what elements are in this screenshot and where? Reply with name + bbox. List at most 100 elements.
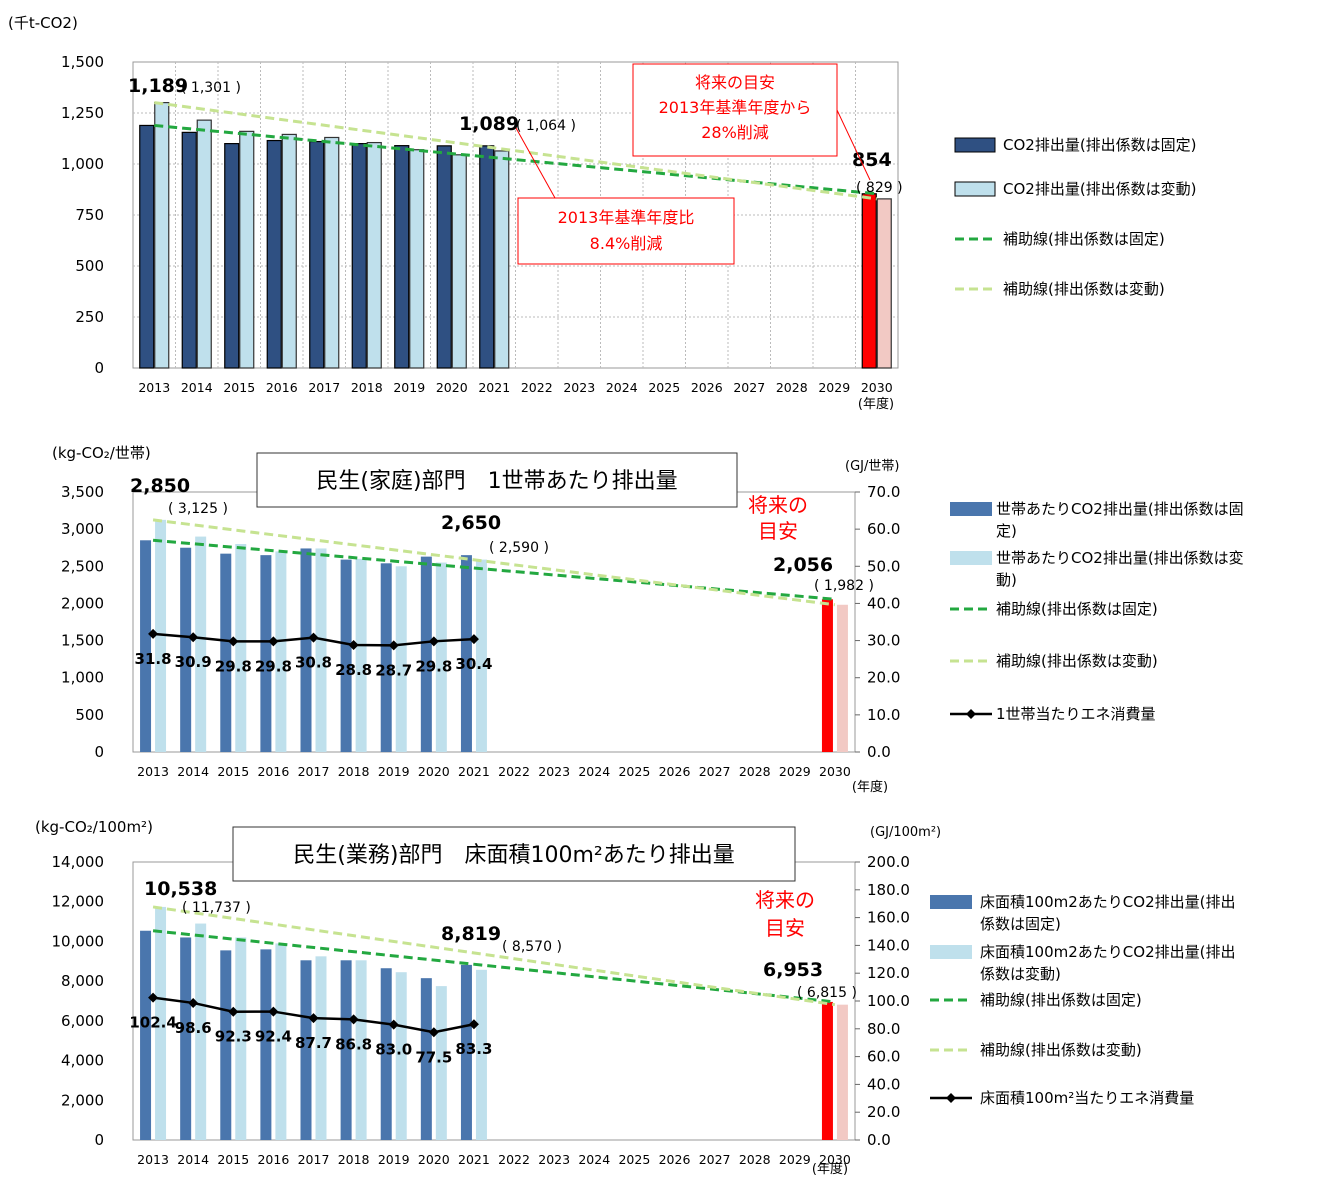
energy-marker (388, 1019, 399, 1030)
legend-label: 係数は変動) (980, 965, 1061, 983)
x-tick-label: 2016 (257, 1152, 289, 1167)
y2-tick-label: 100.0 (867, 992, 910, 1010)
y-tick-label: 3,000 (61, 520, 104, 538)
energy-marker (188, 632, 199, 643)
legend-swatch-bar (930, 895, 972, 909)
bar-2018-fixed (340, 960, 352, 1140)
trend-line-fixed (152, 538, 836, 601)
legend-swatch-bar (930, 945, 972, 959)
callout-reduction-pointer (515, 127, 556, 199)
y2-tick-label: 140.0 (867, 936, 910, 954)
y-tick-label: 1,250 (61, 104, 104, 122)
legend-label: 世帯あたりCO2排出量(排出係数は固 (996, 500, 1244, 518)
y-tick-label: 4,000 (61, 1052, 104, 1070)
x-tick-label: 2017 (298, 1152, 330, 1167)
bar-2021-variable (475, 969, 487, 1140)
callout-target-text: 2013年基準年度から (659, 98, 812, 117)
legend-label: 床面積100m2あたりCO2排出量(排出 (980, 893, 1235, 911)
legend-swatch-bar (950, 502, 992, 516)
bar-2018-variable (355, 960, 367, 1140)
y-tick-label: 1,000 (61, 669, 104, 687)
trend-line-fixed (152, 929, 836, 1004)
x-tick-label: 2017 (308, 380, 340, 395)
bar-2018-variable (355, 558, 367, 752)
legend-label: 補助線(排出係数は変動) (980, 1041, 1142, 1059)
bar-2016-variable (281, 133, 297, 369)
x-tick-label: 2023 (563, 380, 595, 395)
energy-marker (428, 1027, 439, 1038)
x-tick-label: 2013 (137, 764, 169, 779)
energy-marker (308, 1013, 319, 1024)
y2-tick-label: 70.0 (867, 483, 900, 501)
energy-marker (148, 992, 159, 1003)
legend-label: 補助線(排出係数は変動) (996, 652, 1158, 670)
bar-2019-fixed (380, 968, 392, 1140)
energy-data-label: 29.8 (215, 657, 252, 675)
energy-marker (228, 1006, 239, 1017)
bar-2016-fixed (260, 949, 272, 1140)
chart-title: 民生(家庭)部門 1世帯あたり排出量 (316, 469, 677, 494)
y2-tick-label: 60.0 (867, 520, 900, 538)
value-label-2013-variable: ( 11,737 ) (182, 900, 251, 916)
future-target-label: 目安 (758, 519, 798, 543)
legend-label: CO2排出量(排出係数は固定) (1003, 136, 1197, 154)
y-tick-label: 250 (75, 308, 104, 326)
value-label-2030-variable: ( 6,815 ) (797, 985, 857, 1001)
x-tick-label: 2024 (578, 764, 610, 779)
bar-2030-variable (876, 198, 892, 369)
legend-label: 補助線(排出係数は変動) (1003, 280, 1165, 298)
x-tick-label: 2023 (538, 764, 570, 779)
callout-target-text: 将来の目安 (695, 73, 775, 92)
x-tick-label: 2014 (177, 764, 209, 779)
trend-line-variable (152, 518, 836, 607)
x-tick-label: 2030 (819, 1152, 851, 1167)
x-tick-label: 2028 (776, 380, 808, 395)
bar-2014-variable (196, 119, 212, 369)
x-tick-label: 2022 (498, 764, 530, 779)
x-tick-label: 2028 (739, 1152, 771, 1167)
bar-2019-variable (409, 149, 425, 369)
y-tick-label: 0 (94, 743, 104, 761)
bar-2013-fixed (140, 930, 152, 1140)
bar-2030-variable (836, 1004, 848, 1140)
bar-2018-fixed (351, 143, 367, 369)
x-tick-label: 2020 (418, 764, 450, 779)
bar-2014-variable (195, 536, 207, 752)
legend-label: 補助線(排出係数は固定) (980, 991, 1142, 1009)
energy-data-label: 83.0 (375, 1041, 412, 1059)
x-tick-label: 2015 (217, 1152, 249, 1167)
y-tick-label: 6,000 (61, 1012, 104, 1030)
y-tick-label: 750 (75, 206, 104, 224)
bar-2014-variable (195, 923, 207, 1140)
x-tick-label: 2022 (498, 1152, 530, 1167)
plot-area (132, 491, 856, 753)
bar-2019-fixed (394, 145, 410, 369)
x-tick-label: 2025 (618, 1152, 650, 1167)
value-label-2030: 854 (852, 149, 892, 171)
y2-tick-label: 30.0 (867, 632, 900, 650)
y-tick-label: 500 (75, 706, 104, 724)
y2-tick-label: 40.0 (867, 1075, 900, 1093)
bar-2013-fixed (139, 124, 155, 369)
x-tick-label: 2029 (779, 764, 811, 779)
bar-2021-fixed (479, 145, 495, 369)
energy-marker (428, 636, 439, 647)
energy-data-label: 92.4 (255, 1028, 292, 1046)
x-tick-label: 2027 (733, 380, 765, 395)
x-tick-label: 2030 (819, 764, 851, 779)
x-tick-label: 2022 (521, 380, 553, 395)
bar-2017-fixed (300, 548, 312, 752)
bar-2014-fixed (180, 937, 192, 1140)
value-label-2021-variable: ( 2,590 ) (489, 540, 549, 556)
y2-tick-label: 180.0 (867, 881, 910, 899)
legend-marker (946, 1093, 956, 1103)
energy-data-label: 87.7 (295, 1034, 332, 1052)
x-tick-label: 2019 (378, 1152, 410, 1167)
value-label-2021: 1,089 (459, 113, 519, 135)
bar-2013-variable (155, 519, 167, 752)
value-label-2030: 2,056 (773, 554, 833, 576)
y-tick-label: 0 (94, 1131, 104, 1149)
legend-label: 係数は固定) (980, 915, 1061, 933)
bar-2021-variable (475, 559, 487, 752)
energy-data-label: 83.3 (455, 1040, 492, 1058)
